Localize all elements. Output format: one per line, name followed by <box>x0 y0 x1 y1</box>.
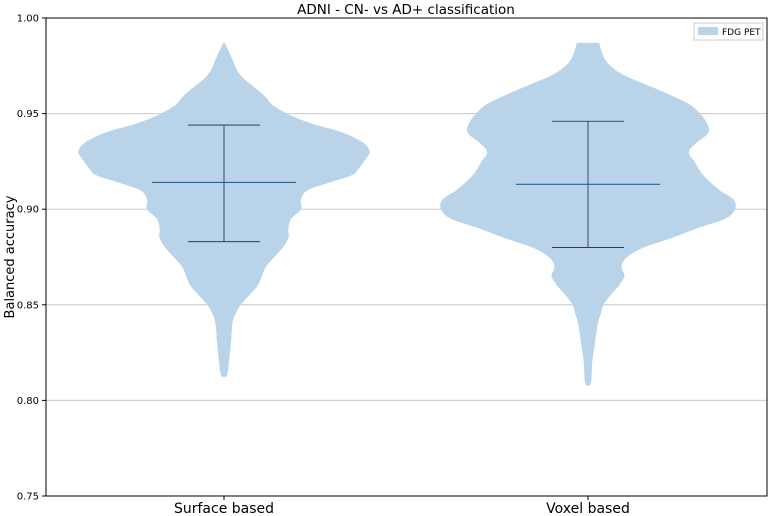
x-tick-label: Voxel based <box>546 501 630 516</box>
legend-label-fdg-pet: FDG PET <box>722 28 761 38</box>
statistic-lines <box>152 120 660 248</box>
plot-frame <box>45 17 768 497</box>
x-axis-ticks: Surface based Voxel based <box>174 496 630 516</box>
y-tick-label: 1.00 <box>17 14 39 25</box>
y-tick-label: 0.75 <box>17 492 39 503</box>
y-tick-label: 0.80 <box>17 396 39 407</box>
chart-title: ADNI - CN- vs AD+ classification <box>297 2 515 18</box>
x-tick-label: Surface based <box>174 501 274 516</box>
y-axis-ticks: 0.75 0.80 0.85 0.90 0.95 1.00 <box>17 14 46 503</box>
y-tick-label: 0.85 <box>17 300 39 311</box>
legend: FDG PET <box>693 22 764 41</box>
y-axis-label: Balanced accuracy <box>3 195 18 318</box>
legend-swatch <box>698 27 718 35</box>
y-tick-label: 0.95 <box>17 109 39 120</box>
y-tick-label: 0.90 <box>17 205 39 216</box>
violins <box>78 42 736 386</box>
